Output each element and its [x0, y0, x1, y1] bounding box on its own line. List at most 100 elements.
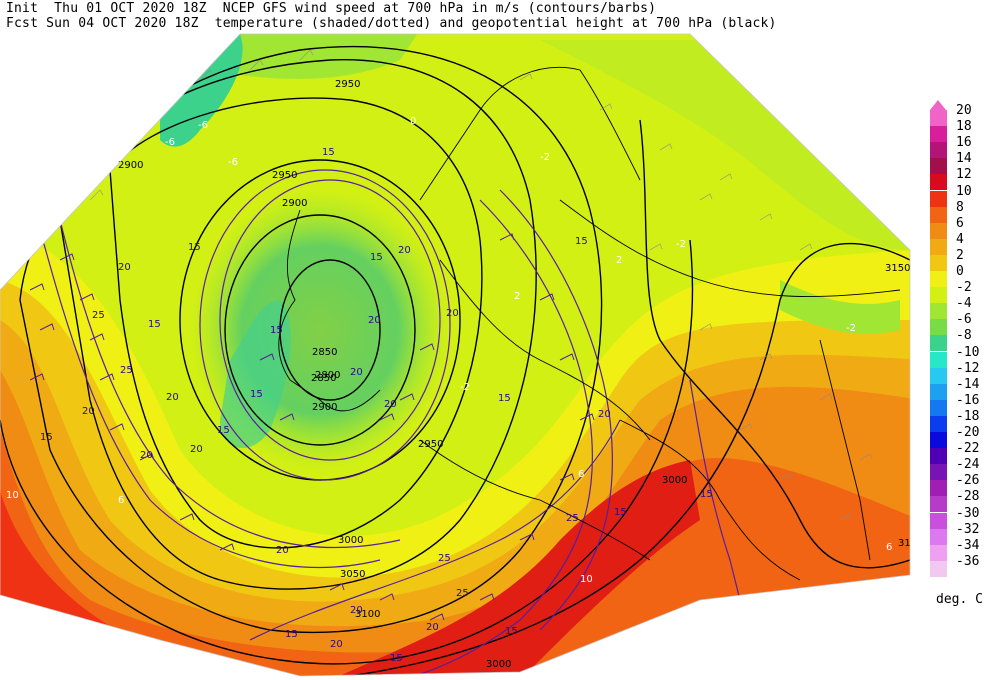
wind-label: 20	[368, 315, 381, 326]
wind-label: 20	[446, 308, 459, 319]
height-contour-2800	[279, 259, 381, 401]
legend-color-swatch	[930, 335, 947, 352]
wind-contour-jet-east-2	[499, 189, 613, 631]
coastline-europe-south	[419, 439, 651, 561]
legend-color-swatch	[930, 464, 947, 481]
height-label: 2850	[312, 347, 337, 358]
wind-label: 20	[350, 367, 363, 378]
legend-color-swatch	[930, 174, 947, 191]
temperature-label: 6	[578, 469, 584, 480]
height-contour-3150	[119, 242, 910, 676]
wind-label: 20	[598, 409, 611, 420]
temperature-label: 10	[580, 574, 593, 585]
wind-label: 15	[370, 252, 383, 263]
height-label: 2950	[272, 170, 297, 181]
height-contour-3050	[19, 45, 603, 634]
wind-contour-jet-west-2	[59, 219, 401, 549]
temperature-label: -2	[846, 323, 856, 334]
wind-label: 20	[190, 444, 203, 455]
legend-label: 8	[956, 199, 964, 215]
legend-color-swatch	[930, 206, 947, 223]
height-contour-3150-east	[639, 119, 910, 569]
legend-color-swatch	[930, 142, 947, 159]
legend-label: -10	[956, 344, 980, 360]
legend-label: 14	[956, 151, 972, 167]
height-contour-3000	[59, 59, 537, 590]
legend-color-swatch	[930, 287, 947, 304]
legend-label: -34	[956, 537, 980, 553]
legend-label: -36	[956, 553, 980, 569]
wind-contour-20	[199, 169, 451, 481]
wind-label: 15	[575, 236, 588, 247]
wind-label: 15	[40, 432, 53, 443]
legend-label: -20	[956, 425, 980, 440]
legend-label: -32	[956, 521, 980, 537]
wind-label: 20	[118, 262, 131, 273]
temperature-label: -2	[540, 152, 550, 163]
map-frame	[0, 33, 911, 677]
wind-label: 15	[250, 389, 263, 400]
legend-color-swatch	[930, 271, 947, 287]
legend-label: -22	[956, 441, 980, 457]
legend-label: 10	[956, 183, 972, 199]
wind-label: 15	[217, 425, 230, 436]
border-russia	[559, 199, 901, 298]
wind-label: 15	[505, 626, 518, 637]
legend-color-swatch	[930, 512, 947, 529]
legend-label: -18	[956, 408, 980, 424]
height-contour-2950	[109, 97, 483, 549]
legend-label: -8	[956, 328, 972, 344]
wind-label: 20	[330, 639, 343, 650]
legend-label: 16	[956, 135, 972, 151]
chart-title-line-1: Init Thu 01 OCT 2020 18Z NCEP GFS wind s…	[6, 1, 657, 16]
legend-color-swatch	[930, 367, 947, 384]
height-label: 3000	[486, 659, 511, 670]
legend-label: -26	[956, 473, 980, 489]
legend-color-swatch	[930, 238, 947, 255]
color-scale-arrow	[930, 100, 946, 110]
legend-label: -6	[956, 312, 972, 328]
wind-label: 20	[384, 399, 397, 410]
legend-label: -28	[956, 489, 980, 505]
color-scale-legend: 20 18 16 14 12 10 8 6 4 2 0 -2 -4 -6 -8 -10 -12 -14 -16 -18…	[926, 100, 1000, 577]
legend-color-swatch	[930, 319, 947, 336]
temperature-band-minus4-east	[780, 280, 900, 334]
temperature-label: 2	[616, 255, 622, 266]
legend-color-swatch	[930, 496, 947, 513]
height-label: 3150	[885, 263, 910, 274]
temperature-label: 6	[886, 542, 892, 553]
temperature-label: -6	[165, 137, 175, 148]
temperature-label: -6	[198, 120, 208, 131]
map-field	[0, 34, 910, 676]
wind-label: 20	[82, 406, 95, 417]
legend-color-swatch	[930, 448, 947, 465]
legend-label: -4	[956, 296, 972, 312]
wind-label: 15	[390, 653, 403, 664]
wind-label: 20	[426, 622, 439, 633]
coastline-scandinavia	[419, 66, 641, 201]
legend-color-swatch	[930, 254, 947, 271]
chart-title-line-2: Fcst Sun 04 OCT 2020 18Z temperature (sh…	[6, 16, 777, 31]
temperature-label: 6	[118, 495, 124, 506]
wind-label: 15	[498, 393, 511, 404]
legend-label: 2	[956, 247, 964, 263]
height-contour-2850	[224, 214, 416, 446]
wind-label: 20	[140, 450, 153, 461]
coastline-british-isles	[278, 209, 381, 412]
temperature-label: 2	[514, 291, 520, 302]
temperature-label: -2	[460, 382, 470, 393]
legend-label: -16	[956, 392, 980, 408]
legend-label: 18	[956, 119, 972, 135]
height-label: 2950	[418, 439, 443, 450]
temperature-band-minus8-low	[220, 300, 291, 449]
legend-color-swatch	[930, 110, 947, 126]
legend-label: -30	[956, 505, 980, 521]
wind-label: 20	[398, 245, 411, 256]
wind-label: 15	[148, 319, 161, 330]
wind-label: 25	[92, 310, 105, 321]
legend-label: 6	[956, 215, 964, 231]
legend-label: -24	[956, 457, 980, 473]
legend-label: -2	[956, 280, 972, 296]
wind-speed-contours	[39, 169, 741, 676]
temperature-label: -2	[676, 239, 686, 250]
